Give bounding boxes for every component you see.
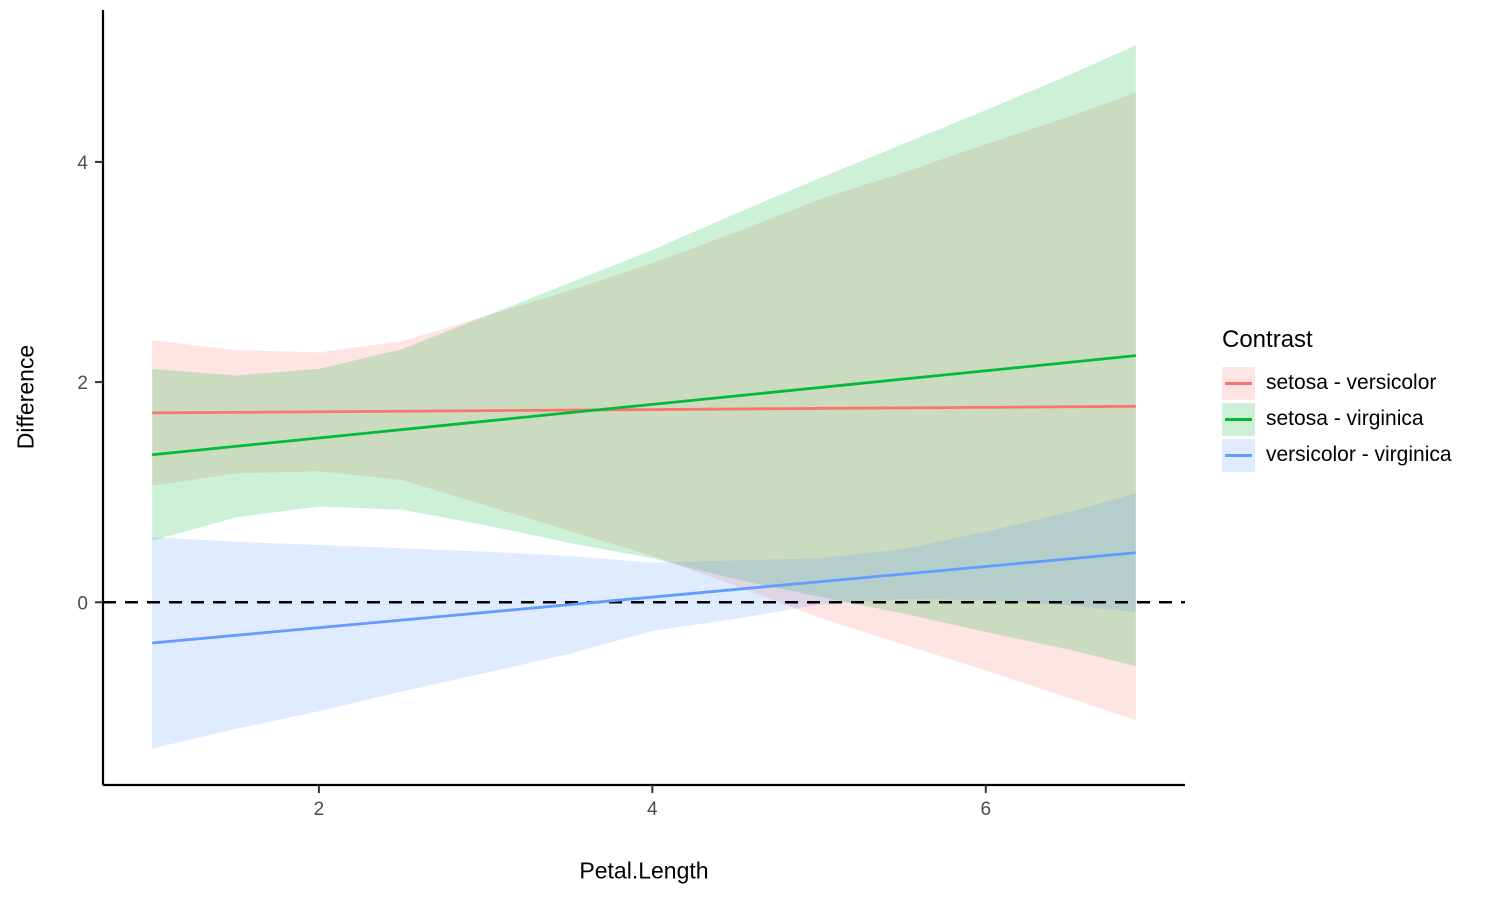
legend-item-versicolor-virginica: versicolor - virginica xyxy=(1222,437,1452,473)
legend-item-setosa-versicolor: setosa - versicolor xyxy=(1222,365,1452,401)
legend-items: setosa - versicolor setosa - virginica ver… xyxy=(1222,365,1452,473)
legend-key-line-icon xyxy=(1225,381,1252,385)
legend-key-icon xyxy=(1222,402,1255,436)
legend-item-setosa-virginica: setosa - virginica xyxy=(1222,401,1452,437)
legend-label: setosa - versicolor xyxy=(1266,371,1437,394)
legend-title: Contrast xyxy=(1222,326,1313,353)
ribbon-versicolor-virginica xyxy=(152,493,1136,749)
x-tick-label: 6 xyxy=(980,799,991,820)
legend-key-icon xyxy=(1222,438,1255,472)
y-tick-label: 0 xyxy=(77,593,88,614)
trend-line-versicolor-virginica xyxy=(152,551,1136,645)
x-tick-label: 2 xyxy=(314,799,325,820)
y-tick-label: 4 xyxy=(77,153,88,174)
legend-key-line-icon xyxy=(1225,453,1252,457)
legend-key-line-icon xyxy=(1225,417,1252,421)
trend-line-setosa-virginica xyxy=(152,354,1136,457)
y-tick-label: 2 xyxy=(77,373,88,394)
legend-label: versicolor - virginica xyxy=(1266,443,1452,466)
x-axis-title: Petal.Length xyxy=(579,857,709,884)
legend-key-icon xyxy=(1222,366,1255,400)
legend-label: setosa - virginica xyxy=(1266,407,1424,430)
x-tick-label: 4 xyxy=(647,799,658,820)
ribbon-setosa-virginica xyxy=(152,45,1136,667)
legend: Contrast setosa - versicolor setosa - vir… xyxy=(1222,326,1452,473)
y-axis-title: Difference xyxy=(12,344,39,450)
trend-line-setosa-versicolor xyxy=(152,404,1136,415)
